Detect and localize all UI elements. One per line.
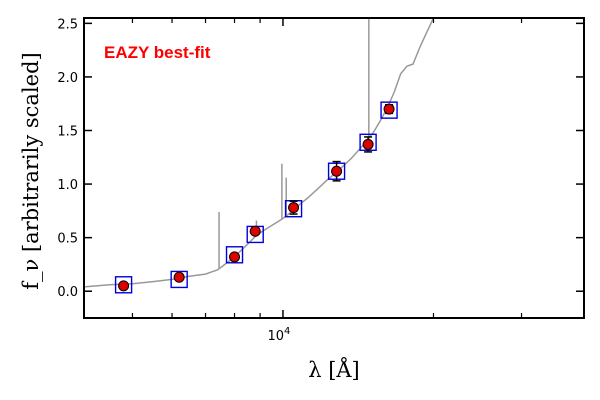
model-photometry-square [170,270,188,289]
observed-point [331,165,343,177]
x-axis-label: λ [Å] [308,357,360,382]
photometry-layer [114,101,398,294]
best-fit-annotation: EAZY best-fit [104,43,211,62]
y-tick-label: 1.5 [57,125,78,140]
model-photometry-square [380,101,398,119]
observed-point [383,103,395,115]
y-tick-label: 2.0 [57,71,78,86]
y-tick-label: 0.0 [57,285,78,300]
y-axis-label: f_ν [arbitrarily scaled] [19,52,43,289]
y-tick-label: 0.5 [57,232,78,247]
observed-point [362,138,374,150]
tick-layer: 0.0 0.5 1.0 1.5 2.0 2.5 104 [57,17,584,344]
model-photometry-square [225,246,244,264]
plot-frame [83,17,585,319]
observed-point [229,251,241,263]
observed-point [118,280,130,292]
observed-point [173,271,185,283]
observed-point [249,225,261,237]
observed-point [288,202,300,214]
y-tick-label: 2.5 [57,17,78,32]
x-tick-label: 104 [268,326,291,344]
y-tick-label: 1.0 [57,178,78,193]
model-photometry-square [114,276,133,294]
